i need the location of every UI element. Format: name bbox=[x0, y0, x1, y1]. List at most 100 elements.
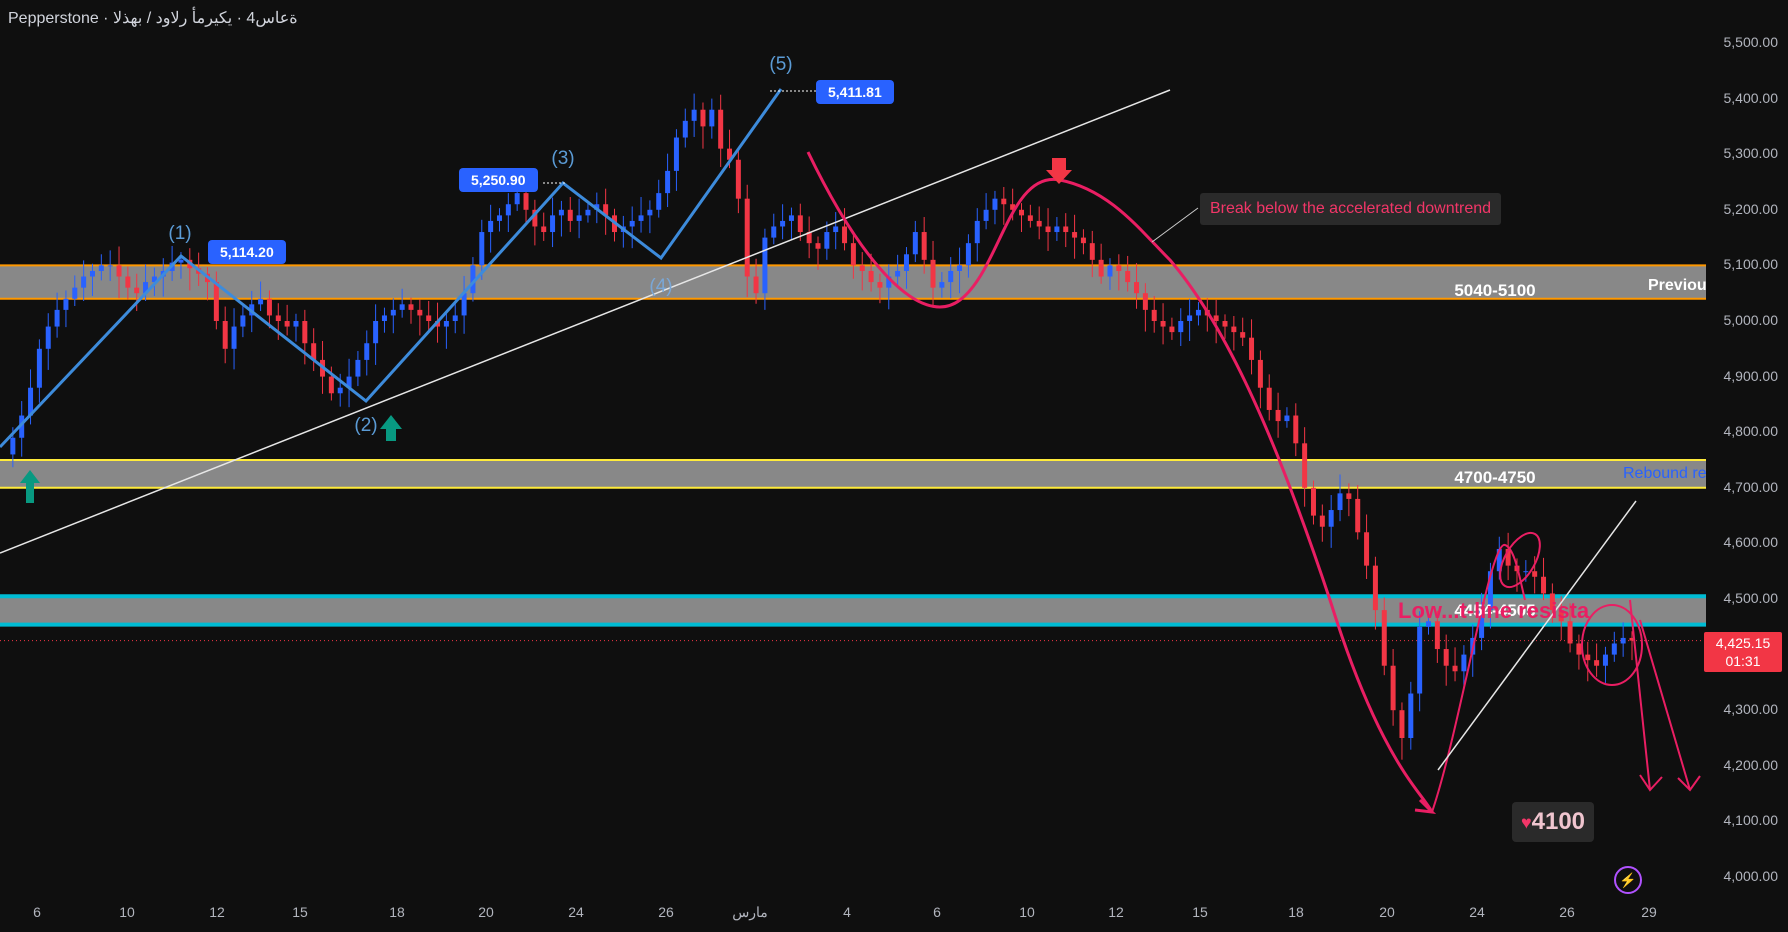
candle-body bbox=[107, 265, 113, 267]
low-ellipse bbox=[1581, 604, 1643, 686]
candle-body bbox=[948, 270, 954, 283]
candle-body bbox=[1434, 621, 1440, 650]
candle-body bbox=[36, 348, 42, 388]
candle-body bbox=[151, 276, 157, 283]
candle-body bbox=[1355, 498, 1361, 533]
broker-name: Pepperstone bbox=[8, 10, 99, 27]
candle-body bbox=[470, 265, 476, 294]
candle-body bbox=[912, 232, 918, 255]
candle-body bbox=[408, 304, 414, 310]
x-tick-label: مارس bbox=[732, 904, 768, 920]
candle-body bbox=[1505, 548, 1511, 566]
trend-line bbox=[0, 89, 1171, 554]
candle-body bbox=[1010, 204, 1016, 210]
flash-icon[interactable]: ⚡ bbox=[1614, 866, 1642, 894]
candle-body bbox=[461, 293, 467, 316]
candle-body bbox=[364, 343, 370, 360]
candle-body bbox=[700, 109, 706, 127]
candle-body bbox=[1576, 643, 1582, 655]
candle-body bbox=[682, 120, 688, 138]
candle-body bbox=[231, 326, 237, 349]
current-price: 4,425.15 bbox=[1715, 635, 1771, 651]
candle-body bbox=[1169, 326, 1175, 333]
candle-body bbox=[1098, 259, 1104, 277]
y-tick-label: 4,000.00 bbox=[1723, 868, 1779, 884]
candle-body bbox=[479, 232, 485, 266]
candle-body bbox=[665, 170, 671, 194]
candle-body bbox=[381, 315, 387, 321]
candle-body bbox=[1054, 226, 1060, 233]
candle-body bbox=[1116, 265, 1122, 271]
candle-body bbox=[1399, 710, 1405, 738]
candle-body bbox=[1487, 571, 1493, 611]
candle-body bbox=[1080, 237, 1086, 244]
zone-band bbox=[0, 596, 1706, 625]
candle-body bbox=[1134, 282, 1140, 294]
candle-body bbox=[328, 376, 334, 394]
annotations-layer bbox=[0, 88, 1701, 814]
candle-body bbox=[647, 209, 653, 216]
candle-body bbox=[1523, 571, 1529, 573]
wave-1-price-label: 5,114.20 bbox=[208, 240, 286, 264]
candle-body bbox=[1372, 565, 1378, 611]
candle-body bbox=[585, 209, 591, 216]
candle-body bbox=[98, 265, 104, 271]
candle-body bbox=[28, 387, 34, 416]
candle-body bbox=[992, 198, 998, 210]
candle-body bbox=[957, 265, 963, 271]
candle-body bbox=[868, 270, 874, 283]
candle-body bbox=[638, 215, 644, 221]
candle-body bbox=[1107, 265, 1113, 277]
candle-body bbox=[903, 254, 909, 271]
candle-body bbox=[1045, 226, 1051, 233]
candle-body bbox=[1151, 309, 1157, 321]
candle-body bbox=[1479, 610, 1485, 638]
candle-body bbox=[1284, 415, 1290, 422]
candle-body bbox=[762, 237, 768, 294]
candle-body bbox=[983, 209, 989, 221]
candle-body bbox=[576, 215, 582, 221]
candle-body bbox=[744, 198, 750, 277]
candle-body bbox=[302, 321, 308, 344]
candle-body bbox=[134, 287, 140, 294]
candle-body bbox=[974, 220, 980, 244]
candle-body bbox=[54, 309, 60, 327]
wave-5-price-label: 5,411.81 bbox=[816, 80, 894, 104]
candle-body bbox=[1231, 326, 1237, 333]
candle-body bbox=[1364, 532, 1370, 566]
candle-body bbox=[1594, 660, 1600, 666]
candle-body bbox=[1549, 593, 1555, 611]
y-tick-label: 5,500.00 bbox=[1723, 34, 1779, 50]
candle-body bbox=[673, 137, 679, 171]
candle-body bbox=[939, 282, 945, 288]
candle-body bbox=[965, 243, 971, 266]
x-tick-label: 24 bbox=[568, 904, 584, 920]
arrow-heads bbox=[1639, 774, 1701, 792]
zone-band bbox=[0, 460, 1706, 488]
y-tick-label: 5,400.00 bbox=[1723, 89, 1779, 106]
x-tick-label: 12 bbox=[1108, 904, 1124, 920]
candle-body bbox=[505, 204, 511, 216]
candle-body bbox=[1567, 621, 1573, 644]
candle-body bbox=[523, 193, 529, 210]
candle-body bbox=[72, 287, 78, 299]
candle-body bbox=[1417, 626, 1423, 694]
candle-body bbox=[488, 220, 494, 233]
candle-body bbox=[709, 109, 715, 127]
y-tick-label: 5,000.00 bbox=[1723, 312, 1779, 328]
candle-body bbox=[355, 359, 361, 377]
candle-body bbox=[1027, 215, 1033, 221]
note-connector bbox=[1151, 207, 1199, 243]
candle-body bbox=[452, 315, 458, 321]
candle-body bbox=[116, 265, 122, 277]
wave-4-label: (4) bbox=[649, 276, 673, 297]
zone-upper-label: 5040-5100 bbox=[1454, 281, 1536, 300]
candle-body bbox=[1019, 209, 1024, 216]
candle-body bbox=[833, 226, 839, 233]
x-tick-label: 15 bbox=[1192, 904, 1208, 920]
candle-body bbox=[514, 193, 520, 205]
break-note: Break below the accelerated downtrend bbox=[1200, 193, 1502, 225]
peak-ellipse bbox=[1499, 531, 1541, 589]
candle-body bbox=[1240, 332, 1246, 338]
